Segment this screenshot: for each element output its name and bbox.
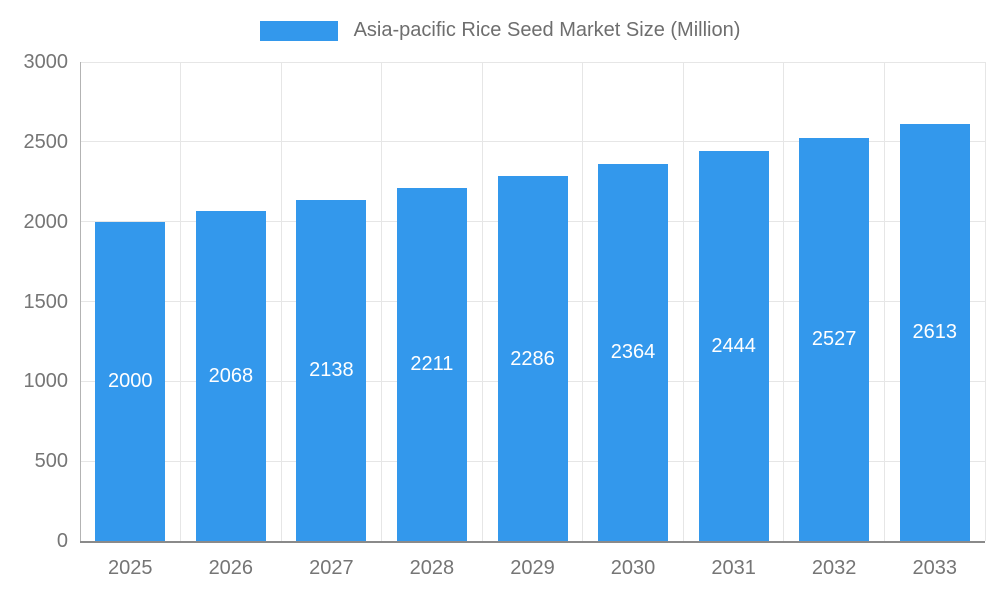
- bar: [497, 176, 568, 541]
- chart-legend[interactable]: Asia-pacific Rice Seed Market Size (Mill…: [0, 19, 1000, 42]
- bar: [698, 150, 769, 541]
- bar-value-label: 2444: [711, 334, 756, 357]
- v-gridline: [582, 62, 584, 541]
- h-gridline: [80, 141, 985, 143]
- v-gridline: [180, 62, 182, 541]
- x-tick-label: 2030: [610, 557, 656, 579]
- v-gridline: [682, 62, 684, 541]
- v-gridline: [783, 62, 785, 541]
- v-gridline: [280, 62, 282, 541]
- bar: [195, 210, 266, 541]
- y-tick-label: 0: [56, 530, 68, 552]
- y-tick-label: 2000: [23, 210, 69, 233]
- y-tick-label: 500: [34, 450, 68, 473]
- bar-value-label: 2068: [208, 364, 254, 387]
- bar-value-label: 2527: [811, 328, 857, 351]
- x-tick-label: 2032: [811, 557, 857, 579]
- x-tick-label: 2025: [108, 557, 153, 579]
- x-tick-label: 2027: [309, 557, 354, 579]
- v-gridline: [381, 62, 383, 541]
- bar: [799, 137, 870, 541]
- bar-value-label: 2211: [410, 353, 454, 376]
- v-gridline: [883, 62, 885, 541]
- bar-value-label: 2000: [108, 370, 153, 393]
- h-gridline: [80, 61, 985, 63]
- bar-value-label: 2138: [309, 359, 354, 382]
- x-tick-label: 2029: [510, 557, 555, 579]
- bar-value-label: 2286: [510, 347, 555, 370]
- legend-swatch-icon: [259, 20, 338, 41]
- bar: [396, 187, 467, 541]
- x-axis-line: [80, 541, 985, 543]
- x-tick-label: 2026: [208, 557, 254, 579]
- v-gridline: [984, 62, 986, 541]
- x-tick-label: 2033: [912, 557, 957, 579]
- x-tick-label: 2031: [711, 557, 756, 579]
- v-gridline: [481, 62, 483, 541]
- bar: [899, 123, 970, 541]
- y-tick-label: 1500: [23, 290, 69, 313]
- y-tick-label: 3000: [23, 51, 69, 73]
- bar: [95, 221, 166, 541]
- x-tick-label: 2028: [409, 557, 455, 579]
- bar: [598, 163, 669, 541]
- y-tick-label: 1000: [23, 370, 69, 393]
- y-tick-label: 2500: [23, 130, 69, 153]
- bar-value-label: 2613: [912, 321, 957, 344]
- legend-label: Asia-pacific Rice Seed Market Size (Mill…: [353, 19, 741, 41]
- bar-value-label: 2364: [610, 341, 656, 364]
- bar: [296, 199, 367, 541]
- y-axis-line: [80, 62, 81, 541]
